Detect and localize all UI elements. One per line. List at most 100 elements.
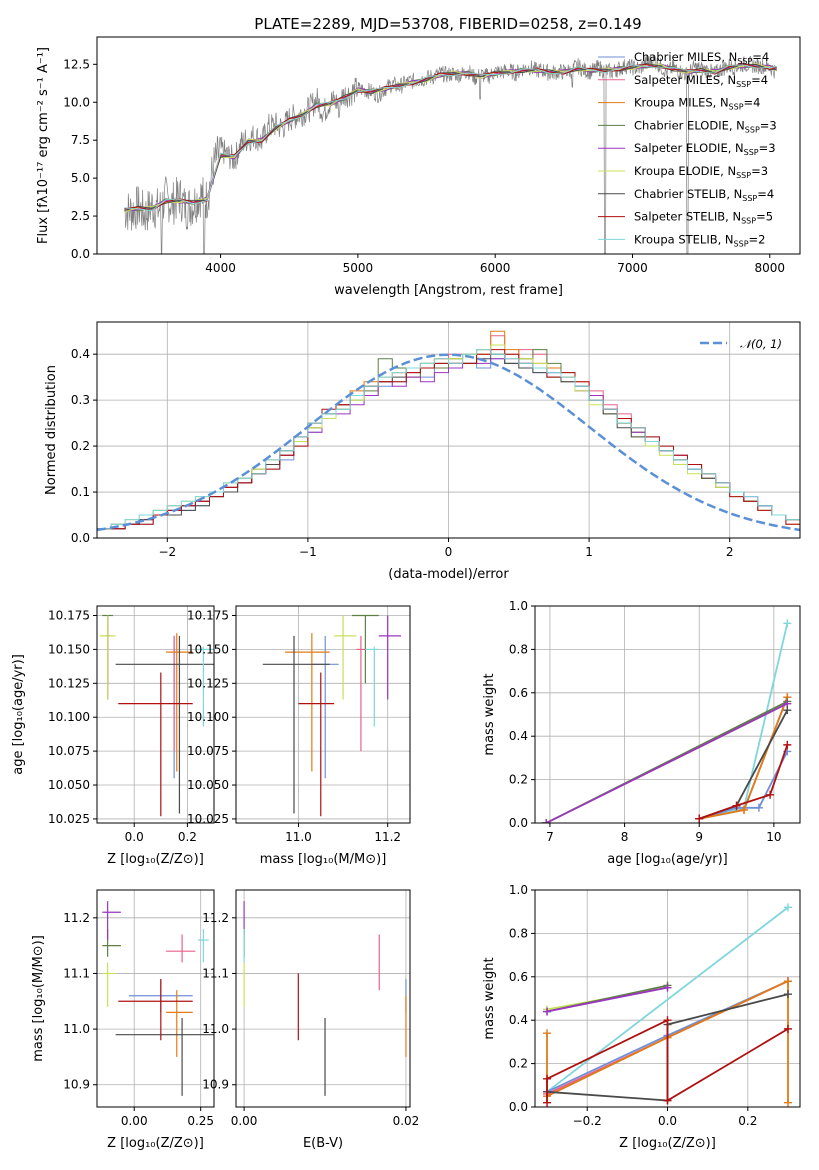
legend-label-text: Chabrier STELIB, N: [634, 187, 742, 201]
legend-label-subscript: SSP: [737, 57, 752, 66]
weight-marker: [783, 1024, 792, 1033]
legend-label-tail: =3: [759, 141, 776, 155]
y-tick-label: 0.0: [509, 816, 528, 830]
weight-marker: [543, 1098, 552, 1107]
y-tick-label: 10.050: [48, 778, 90, 792]
errorbar-point: [198, 928, 209, 963]
x-tick-label: 11.2: [374, 830, 401, 844]
weight-marker: [783, 740, 792, 749]
y-tick-label: 5.0: [71, 171, 90, 185]
residual-histogram-panel: −2 −1 0 1 2 0.0 0.1 0.2 0.3 0.4 (data-model)/error…: [44, 321, 801, 582]
x-axis-label: Z [log₁₀(Z/Z⊙)]: [619, 1136, 716, 1151]
x-tick-label: −2: [158, 545, 176, 559]
legend-label-subscript: SSP: [729, 103, 744, 112]
plot-area: [124, 54, 777, 254]
weight-line: [546, 986, 668, 1013]
errorbar-point: [118, 979, 193, 1041]
y-tick-label: 7.5: [71, 133, 90, 147]
y-tick-label: 11.1: [202, 966, 229, 980]
legend-label-subscript: SSP: [742, 194, 757, 203]
legend-label-subscript: SSP: [741, 217, 756, 226]
x-tick-label: 7000: [617, 261, 648, 275]
y-tick-label: 0.2: [509, 1057, 528, 1071]
y-axis-label: age [log₁₀(age/yr)]: [11, 654, 26, 775]
grid-lines: [97, 606, 214, 823]
y-axis-label: mass weight: [482, 957, 497, 1039]
x-tick-label: 10: [766, 830, 781, 844]
errorbar-point: [115, 635, 214, 814]
x-tick-label: 1: [585, 545, 593, 559]
y-tick-label: 2.5: [71, 209, 90, 223]
errorbar-point: [356, 635, 366, 752]
plot-area: [99, 614, 214, 817]
weight-marker: [732, 801, 741, 810]
x-tick-label: 7: [546, 830, 554, 844]
model-spectrum-line: [124, 63, 777, 213]
legend-label-subscript: SSP: [736, 80, 751, 89]
y-tick-label: 10.025: [187, 812, 229, 826]
legend-label-subscript: SSP: [744, 148, 759, 157]
weight-marker: [740, 805, 749, 814]
legend-label-text: Salpeter STELIB, N: [634, 210, 741, 224]
legend-label: Salpeter MILES, NSSP=4: [634, 73, 768, 89]
plot-area: [97, 330, 800, 532]
legend-label-tail: =3: [760, 118, 777, 132]
x-tick-label: 0.00: [121, 1114, 148, 1128]
weight-marker: [766, 790, 775, 799]
legend-label-text: Kroupa STELIB, N: [634, 232, 734, 246]
legend-label-tail: =4: [757, 187, 774, 201]
weight-marker: [543, 1074, 552, 1083]
legend-label-tail: =3: [751, 164, 768, 178]
y-tick-label: 0.4: [509, 1013, 528, 1027]
x-tick-label: 0.2: [178, 830, 197, 844]
axes-frame: [235, 889, 411, 1108]
mass-vs-extinction-panel: 0.00 0.02 10.9 11.0 11.1 11.2 E(B-V): [202, 889, 420, 1151]
plot-area: [542, 619, 792, 823]
x-tick-label: 4000: [205, 261, 236, 275]
weight-marker: [754, 803, 763, 812]
y-tick-label: 10.0: [63, 95, 90, 109]
legend-label-tail: =4: [751, 73, 768, 87]
y-tick-label: 0.0: [71, 247, 90, 261]
x-tick-label: 9: [695, 830, 703, 844]
x-axis-label: wavelength [Angstrom, rest frame]: [334, 283, 563, 298]
legend-label-tail: =4: [744, 96, 761, 110]
y-tick-label: 10.050: [187, 778, 229, 792]
grid-lines: [97, 890, 214, 1107]
axes-frame: [534, 605, 801, 824]
y-tick-label: 10.150: [48, 642, 90, 656]
x-tick-label: 0.00: [231, 1114, 258, 1128]
x-tick-label: 0.0: [125, 830, 144, 844]
spectrum-panel: 4000 5000 6000 7000 8000 0.0 2.5 5.0 7.5 10.0 12.5…: [36, 36, 801, 298]
x-tick-label: 0.02: [393, 1114, 420, 1128]
legend-label-subscript: SSP: [736, 171, 751, 180]
y-tick-label: 11.1: [63, 966, 90, 980]
legend-label-subscript: SSP: [734, 239, 749, 248]
y-tick-label: 0.6: [509, 970, 528, 984]
y-tick-label: 10.025: [48, 812, 90, 826]
y-tick-label: 12.5: [63, 57, 90, 71]
y-tick-label: 0.0: [509, 1100, 528, 1114]
y-tick-label: 0.0: [71, 531, 90, 545]
weight-marker: [783, 706, 792, 715]
weight-marker: [542, 819, 551, 823]
x-tick-label: 11.0: [285, 830, 312, 844]
y-tick-label: 0.2: [509, 773, 528, 787]
legend-label: Kroupa MILES, NSSP=4: [634, 96, 760, 112]
y-axis-label: mass weight: [482, 673, 497, 755]
x-axis-label: E(B-V): [303, 1136, 343, 1151]
y-tick-label: 0.8: [509, 926, 528, 940]
x-axis-label: age [log₁₀(age/yr)]: [607, 852, 728, 867]
legend-label: Chabrier STELIB, NSSP=4: [634, 187, 774, 203]
weight-marker: [783, 1098, 792, 1107]
y-tick-label: 0.2: [71, 439, 90, 453]
y-tick-label: 1.0: [509, 599, 528, 613]
legend-label-text: Chabrier ELODIE, N: [634, 118, 745, 132]
y-tick-label: 11.2: [202, 911, 229, 925]
errorbar-point: [166, 934, 196, 963]
y-axis-label: Flux [fλ10⁻¹⁷ erg cm⁻² s⁻¹ A⁻¹]: [36, 47, 51, 244]
axes-frame: [96, 889, 215, 1108]
x-tick-label: −0.2: [573, 1114, 602, 1128]
model-spectrum-line: [124, 64, 777, 212]
legend-label-text: Kroupa ELODIE, N: [634, 164, 736, 178]
